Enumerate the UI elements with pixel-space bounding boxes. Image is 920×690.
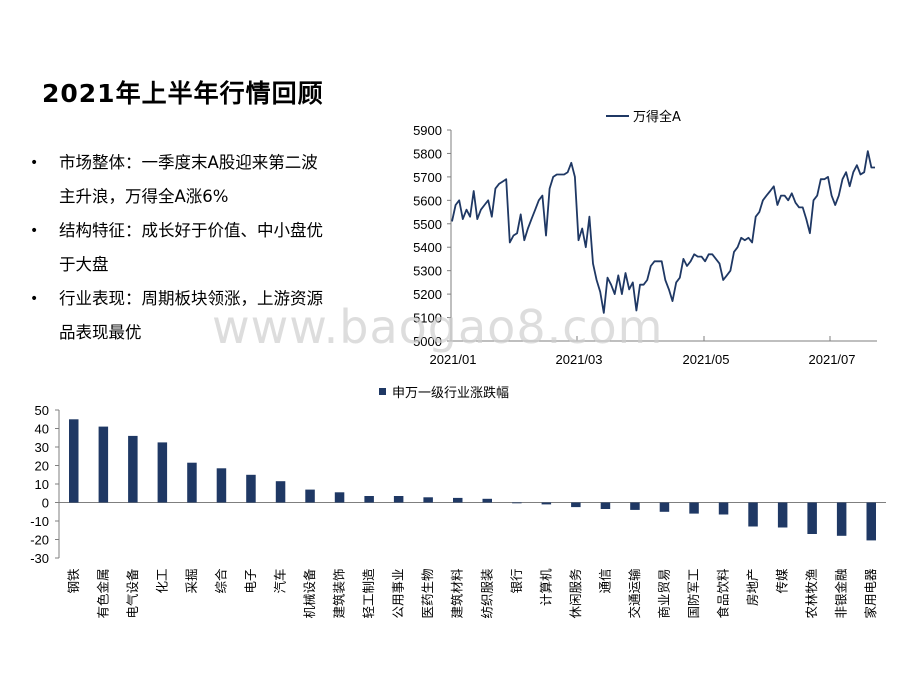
legend-label: 申万一级行业涨跌幅	[392, 385, 509, 401]
y-tick-label: -10	[30, 514, 49, 529]
bar-16	[512, 502, 522, 504]
bullet-market-overall: • 市场整体：一季度末A股迎来第二波 主升浪，万得全A涨6%	[30, 146, 390, 214]
category-label: 通信	[597, 569, 612, 594]
category-label: 采掘	[184, 569, 199, 594]
watermark: www.baogao8.com	[212, 300, 664, 354]
bar-25	[777, 502, 788, 528]
y-tick-label: 5200	[413, 287, 442, 302]
bar-8	[275, 481, 286, 503]
bar-6	[216, 468, 227, 503]
bar-12	[393, 496, 404, 503]
bar-15	[482, 498, 492, 503]
series-line-wind-all-a	[451, 150, 875, 314]
y-tick-label: 10	[35, 477, 49, 492]
x-tick-label: 2021/03	[556, 352, 603, 367]
bar-28	[866, 502, 876, 541]
bar-13	[423, 497, 433, 503]
bullet-line: 市场整体：一季度末A股迎来第二波	[59, 153, 318, 172]
bar-10	[334, 492, 345, 503]
category-label: 机械设备	[302, 568, 317, 619]
category-label: 休闲服务	[568, 569, 583, 619]
category-label: 家用电器	[863, 568, 878, 619]
category-label: 房地产	[745, 569, 760, 607]
bullet-dot-icon: •	[30, 155, 39, 171]
category-label: 建筑材料	[450, 568, 465, 619]
category-label: 非银金融	[834, 568, 849, 619]
category-label: 有色金属	[95, 569, 110, 619]
category-label: 建筑装饰	[332, 569, 347, 619]
y-tick-label: 5600	[413, 193, 442, 208]
category-label: 农林牧渔	[804, 569, 819, 619]
bar-1	[69, 419, 79, 503]
x-tick-label: 2021/01	[430, 352, 477, 367]
legend-label: 万得全A	[633, 109, 681, 125]
y-tick-label: 5700	[413, 170, 442, 185]
bar-20	[630, 502, 640, 510]
bar-9	[305, 489, 315, 503]
category-label: 传媒	[775, 568, 790, 594]
y-tick-label: 0	[42, 496, 49, 511]
y-tick-label: 5000	[413, 334, 442, 349]
bar-18	[571, 502, 581, 508]
y-tick-label: 20	[35, 459, 49, 474]
y-tick-label: 5800	[413, 146, 442, 161]
category-label: 电气设备	[125, 568, 140, 619]
y-tick-label: 5900	[413, 123, 442, 138]
y-tick-label: 40	[35, 422, 49, 437]
bullet-list: • 市场整体：一季度末A股迎来第二波 主升浪，万得全A涨6% • 结构特征：成长…	[30, 146, 390, 350]
bar-26	[807, 502, 817, 534]
category-label: 轻工制造	[361, 568, 376, 619]
bar-19	[600, 502, 611, 509]
y-tick-label: 5100	[413, 311, 442, 326]
bullet-line: 于大盘	[59, 255, 109, 274]
bar-23	[718, 502, 729, 515]
bar-24	[748, 502, 758, 527]
bar-3	[128, 435, 138, 503]
y-tick-label: 5300	[413, 264, 442, 279]
x-tick-label: 2021/07	[809, 352, 856, 367]
category-label: 纺织服装	[479, 569, 494, 619]
bullet-line: 结构特征：成长好于价值、中小盘优	[59, 221, 323, 240]
bullet-industry: • 行业表现：周期板块领涨，上游资源 品表现最优	[30, 282, 390, 350]
bullet-dot-icon: •	[30, 291, 39, 307]
category-label: 电子	[243, 569, 258, 594]
category-label: 医药生物	[420, 569, 435, 619]
bullet-line: 品表现最优	[59, 323, 142, 342]
category-label: 交通运输	[627, 568, 642, 619]
bar-14	[453, 497, 463, 503]
bar-7	[246, 474, 256, 503]
y-tick-label: 30	[35, 440, 49, 455]
y-tick-label: -20	[30, 533, 49, 548]
category-label: 商业贸易	[657, 569, 672, 619]
bullet-structure: • 结构特征：成长好于价值、中小盘优 于大盘	[30, 214, 390, 282]
y-tick-label: 50	[35, 403, 49, 418]
bar-4	[157, 442, 168, 503]
category-label: 化工	[154, 569, 169, 594]
category-label: 公用事业	[391, 569, 406, 619]
y-tick-label: -30	[30, 551, 49, 566]
category-label: 钢铁	[66, 568, 81, 594]
y-tick-label: 5400	[413, 240, 442, 255]
bullet-line: 主升浪，万得全A涨6%	[59, 187, 229, 206]
x-tick-label: 2021/05	[683, 352, 730, 367]
bullet-line: 行业表现：周期板块领涨，上游资源	[59, 289, 323, 308]
category-label: 国防军工	[686, 569, 701, 619]
bullet-dot-icon: •	[30, 223, 39, 239]
bar-11	[364, 496, 374, 503]
category-label: 计算机	[538, 568, 553, 606]
bar-21	[659, 502, 670, 512]
category-label: 食品饮料	[716, 568, 731, 619]
category-label: 银行	[509, 569, 524, 594]
category-label: 综合	[213, 568, 228, 594]
page-title: 2021年上半年行情回顾	[42, 79, 324, 108]
bar-17	[541, 502, 552, 505]
bar-5	[187, 462, 197, 503]
y-tick-label: 5500	[413, 217, 442, 232]
category-label: 汽车	[273, 569, 288, 594]
bar-22	[689, 502, 699, 514]
bar-2	[98, 426, 109, 503]
bar-27	[836, 502, 847, 536]
legend-swatch	[379, 388, 386, 395]
